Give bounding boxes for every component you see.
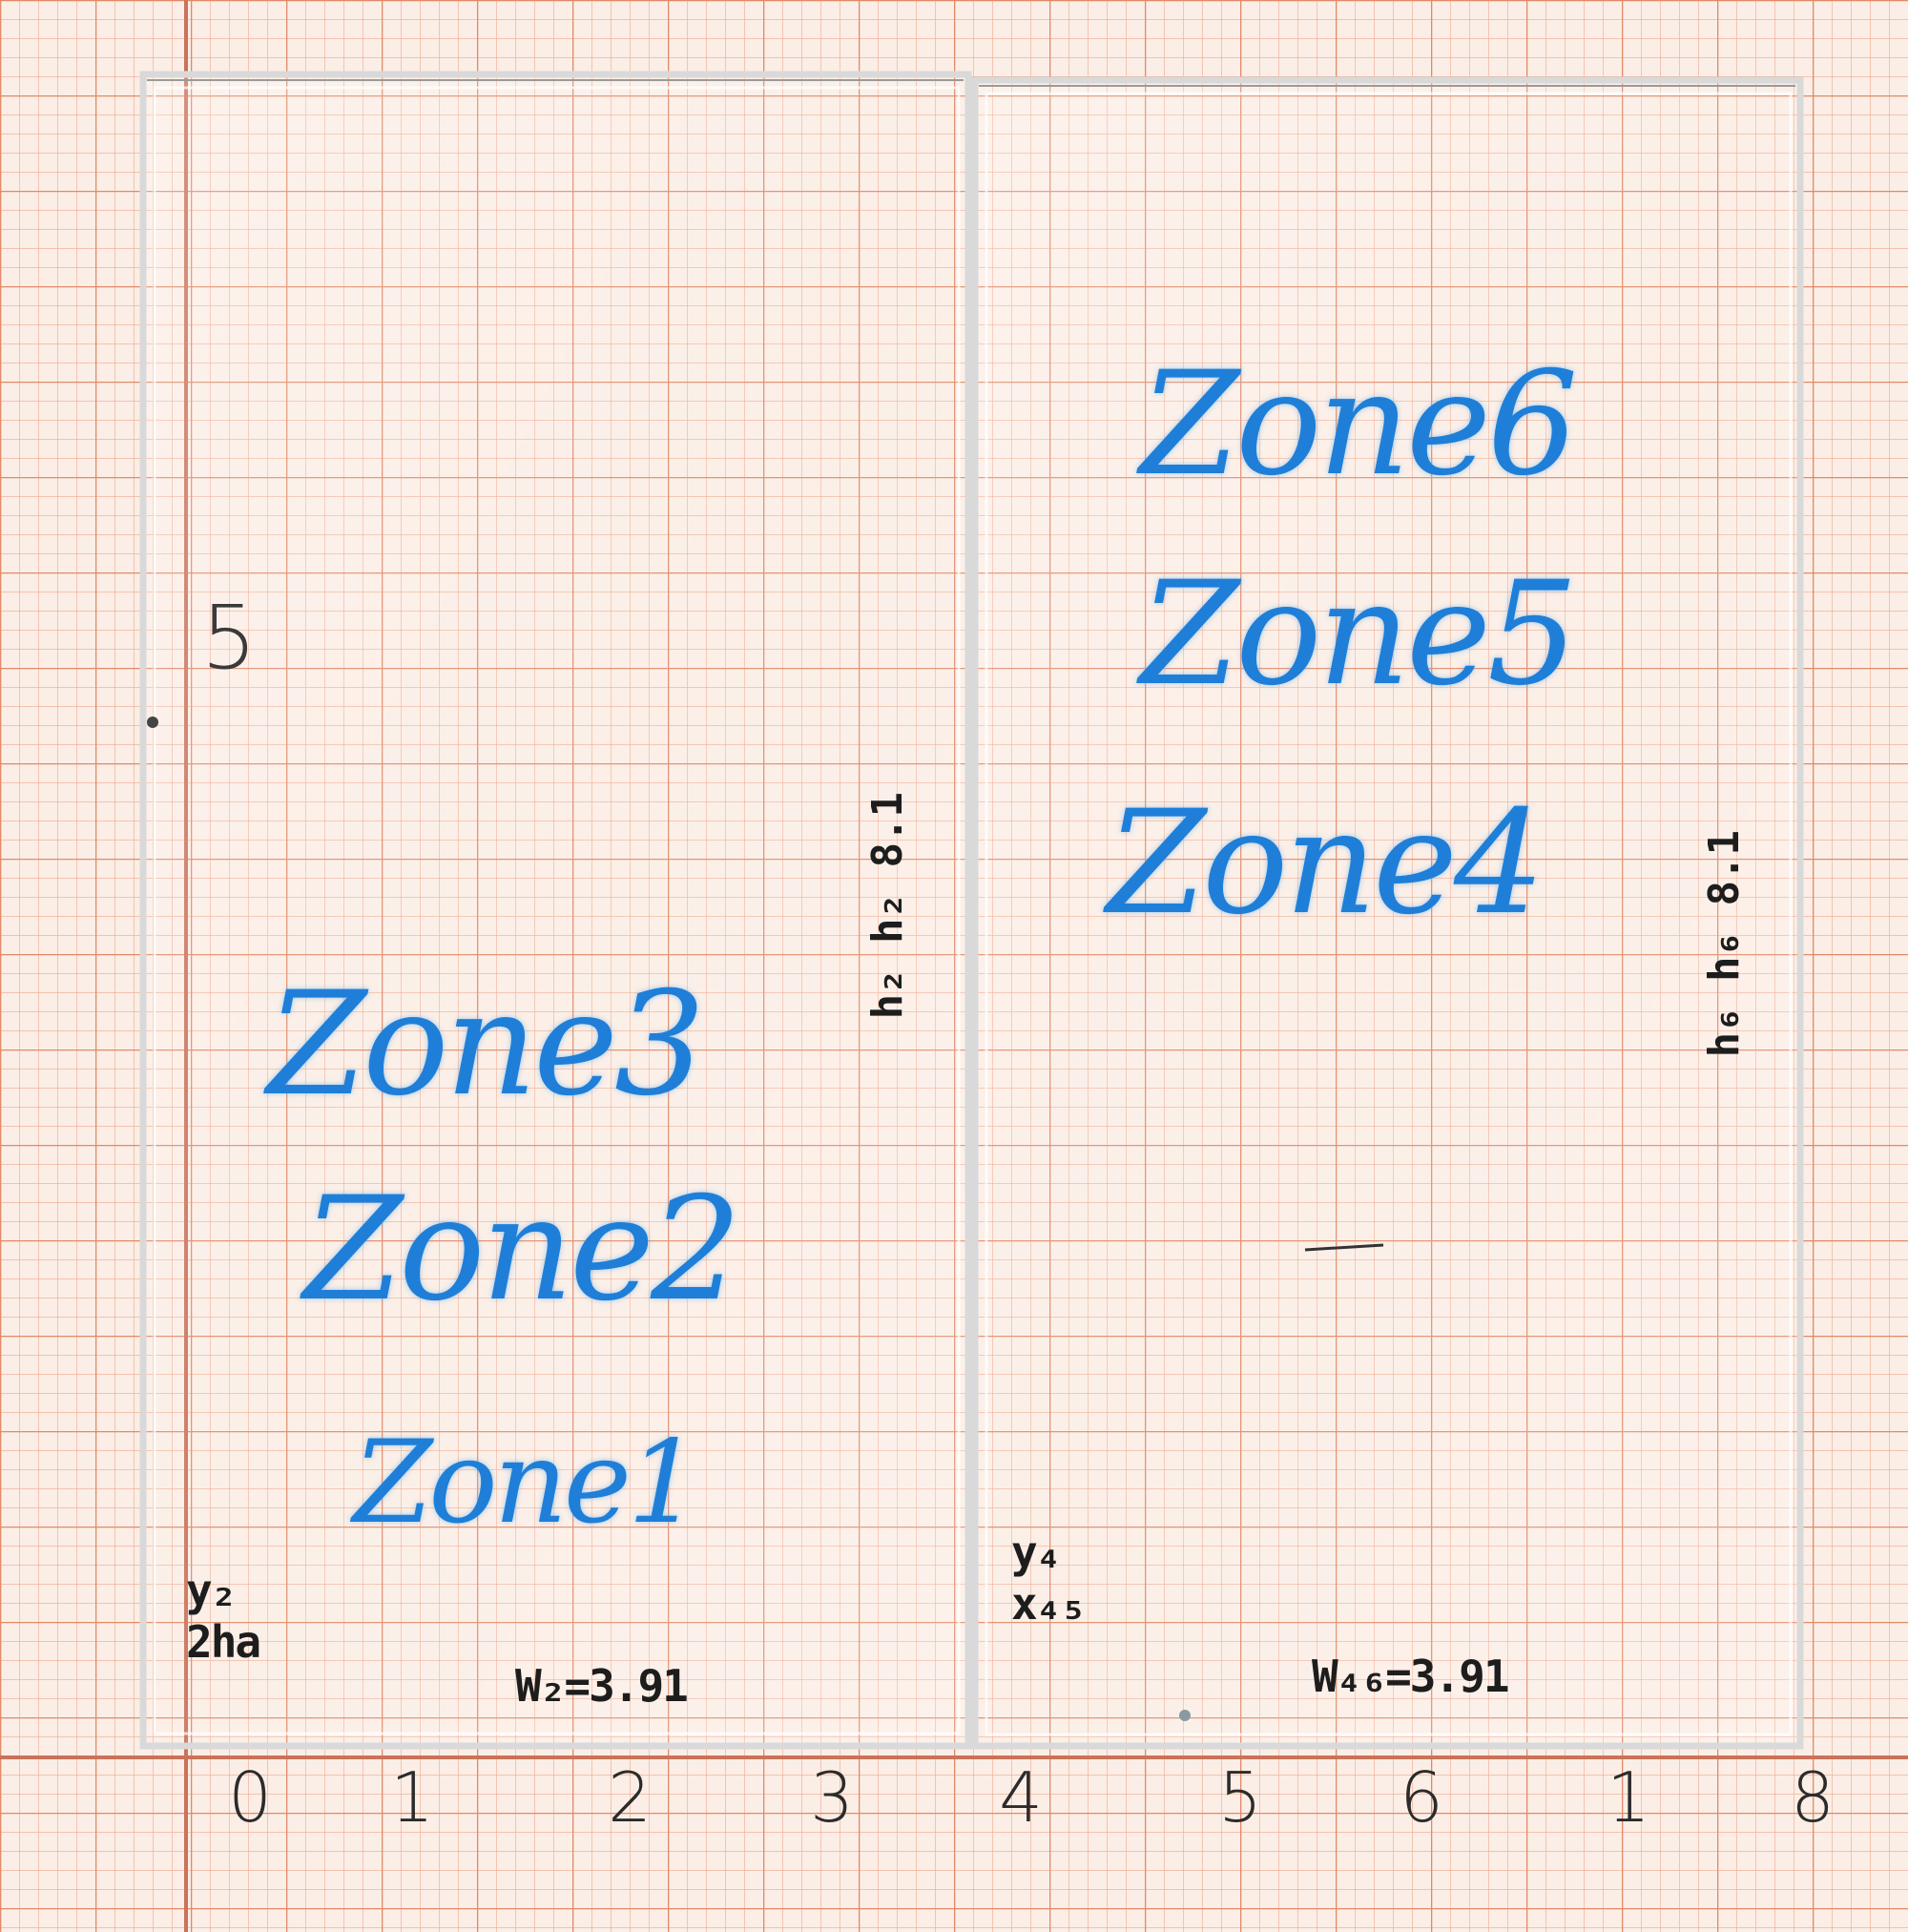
zone-6-label: Zone6 bbox=[1140, 342, 1578, 508]
x-tick-8: 8 bbox=[1791, 1757, 1835, 1838]
left-bottom-note: W₂=3.91 bbox=[515, 1660, 689, 1712]
zone-5-label: Zone5 bbox=[1140, 551, 1578, 717]
x-tick-2: 2 bbox=[608, 1757, 652, 1838]
zone-4-label: Zone4 bbox=[1107, 780, 1545, 946]
pencil-dot bbox=[1179, 1710, 1191, 1721]
right-bottom-note: W₄₆=3.91 bbox=[1312, 1651, 1510, 1702]
x-tick-5: 5 bbox=[1218, 1757, 1262, 1838]
x-tick-1: 1 bbox=[390, 1757, 434, 1838]
zone-2-label: Zone2 bbox=[303, 1167, 741, 1333]
left-side-note: h₂ h₂ 8.1 bbox=[863, 792, 912, 1020]
right-side-note: h₆ h₆ 8.1 bbox=[1700, 830, 1749, 1058]
scratch-mark bbox=[1304, 1243, 1384, 1252]
x-tick-7: 1 bbox=[1607, 1757, 1650, 1838]
x-tick-0: 0 bbox=[228, 1757, 272, 1838]
x-tick-6: 6 bbox=[1400, 1757, 1443, 1838]
left-slide bbox=[139, 71, 972, 1750]
right-corner-note: y₄ x₄₅ bbox=[1011, 1527, 1087, 1630]
zone-3-label: Zone3 bbox=[267, 962, 705, 1128]
x-tick-3: 3 bbox=[810, 1757, 854, 1838]
right-slide bbox=[971, 76, 1804, 1750]
zone-1-label: Zone1 bbox=[353, 1417, 700, 1549]
y-tick-5: 5 bbox=[200, 587, 258, 689]
left-corner-note: y₂ 2ha bbox=[186, 1565, 261, 1668]
pencil-dot bbox=[147, 717, 158, 728]
x-tick-4: 4 bbox=[999, 1757, 1043, 1838]
